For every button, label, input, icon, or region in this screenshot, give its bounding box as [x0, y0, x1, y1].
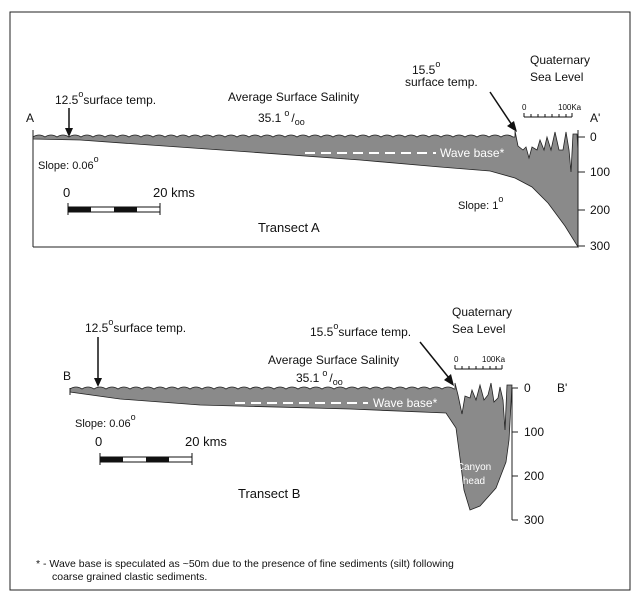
arrow — [420, 342, 449, 378]
depth-label: 100 — [590, 165, 610, 179]
scale-label: 20 kms — [185, 434, 227, 449]
unit-top: o — [284, 108, 289, 118]
canyon-label: head — [463, 476, 485, 487]
scale-bar — [100, 453, 192, 465]
end-label: B' — [557, 381, 567, 395]
degree: o — [435, 59, 440, 69]
slope-text: Slope: 0.06 — [38, 160, 94, 172]
unit-bottom: oo — [333, 377, 343, 387]
figure: 0 100 200 300 Wave base* A A' 12.5osurfa… — [0, 0, 640, 597]
degree: o — [498, 194, 503, 204]
transect-title: Transect A — [258, 220, 320, 235]
time-scale-label: 100Ka — [558, 103, 582, 112]
sea-level-title: Quaternary — [530, 53, 590, 67]
footnote: coarse grained clastic sediments. — [52, 571, 207, 583]
scale-segment — [114, 207, 137, 212]
arrowhead — [94, 378, 102, 387]
time-scale-label: 0 — [454, 355, 459, 364]
salinity-label: Average Surface Salinity — [268, 353, 399, 367]
temp-value: 12.5 — [55, 93, 79, 107]
degree: o — [131, 412, 136, 422]
depth-ticks — [512, 388, 518, 520]
scale-label: 0 — [63, 185, 70, 200]
scale-segment — [100, 457, 123, 462]
depth-ticks — [578, 137, 585, 246]
temp-value: 12.5 — [85, 321, 109, 335]
slope-label: Slope: 1o — [458, 194, 503, 212]
time-scale — [455, 365, 502, 369]
depth-label: 300 — [524, 513, 544, 527]
temp-label: surface temp. — [338, 325, 411, 339]
slope-label: Slope: 0.06o — [75, 412, 136, 430]
temp-label: surface temp. — [83, 93, 156, 107]
unit-bottom: oo — [295, 117, 305, 127]
sea-level-title: Sea Level — [452, 322, 505, 336]
degree: o — [94, 154, 99, 164]
wave-base-label: Wave base* — [440, 146, 505, 160]
scale-bar — [68, 203, 160, 215]
right-temp-label: surface temp. — [405, 75, 478, 89]
scale-segment — [68, 207, 91, 212]
left-temp: 12.5osurface temp. — [55, 89, 156, 107]
salinity-label: Average Surface Salinity — [228, 90, 359, 104]
temp-label: surface temp. — [113, 321, 186, 335]
slope-label: Slope: 0.06o — [38, 154, 99, 172]
page: 0 100 200 300 Wave base* A A' 12.5osurfa… — [0, 0, 640, 597]
right-temp: 15.5osurface temp. — [310, 321, 411, 339]
scale-label: 0 — [95, 434, 102, 449]
scale-label: 20 kms — [153, 185, 195, 200]
depth-label: 200 — [590, 203, 610, 217]
end-label: A' — [590, 111, 600, 125]
scale-segment — [146, 457, 169, 462]
unit-top: o — [322, 368, 327, 378]
depth-label: 0 — [590, 130, 597, 144]
time-scale — [524, 113, 572, 117]
depth-label: 300 — [590, 239, 610, 253]
depth-label: 0 — [524, 381, 531, 395]
arrowhead — [507, 121, 517, 132]
depth-label: 100 — [524, 425, 544, 439]
sea-level-title: Sea Level — [530, 70, 583, 84]
depth-label: 200 — [524, 469, 544, 483]
arrowhead — [444, 374, 454, 386]
sea-level-title: Quaternary — [452, 305, 512, 319]
arrow — [490, 92, 512, 125]
transect-title: Transect B — [238, 486, 300, 501]
start-label: A — [26, 111, 34, 125]
value: 35.1 — [258, 111, 282, 125]
slope-text: Slope: 0.06 — [75, 418, 131, 430]
canyon-label: Canyon — [457, 462, 491, 473]
time-scale-label: 0 — [522, 103, 527, 112]
wave-base-label: Wave base* — [373, 396, 438, 410]
footnote: * - Wave base is speculated as ~50m due … — [36, 558, 454, 570]
temp-value: 15.5 — [310, 325, 334, 339]
start-label: B — [63, 369, 71, 383]
value: 35.1 — [296, 371, 320, 385]
left-temp: 12.5osurface temp. — [85, 317, 186, 335]
time-scale-label: 100Ka — [482, 355, 506, 364]
slope-text: Slope: 1 — [458, 200, 498, 212]
